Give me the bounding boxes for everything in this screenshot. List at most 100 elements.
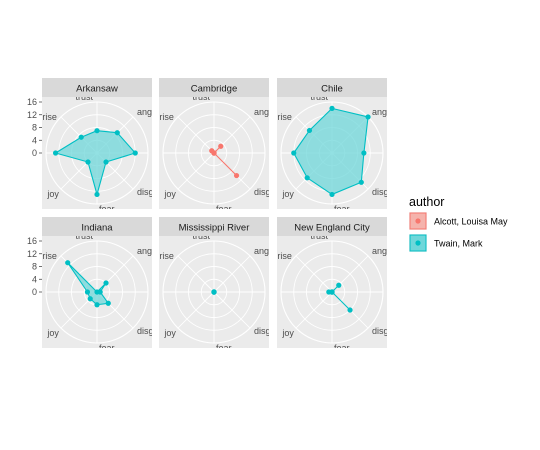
axis-label-fear: fear xyxy=(99,343,115,353)
facet-strip xyxy=(42,78,152,97)
data-point xyxy=(78,134,84,140)
axis-label-trust: trust xyxy=(75,231,93,241)
axis-label-surprise: rprise xyxy=(151,112,174,122)
grid-spoke xyxy=(177,152,215,190)
legend-key-point xyxy=(415,218,421,224)
r-tick-label: 12 xyxy=(27,249,37,259)
grid-spoke xyxy=(295,291,333,329)
data-point xyxy=(132,150,138,156)
panel-body: trustangeranticipadisgufearjoydnessrpris… xyxy=(18,231,160,353)
panel-body: trustangeranticipadisgufearjoydnessrpris… xyxy=(159,231,277,353)
r-tick-label: 0 xyxy=(32,148,37,158)
legend-label: Twain, Mark xyxy=(434,239,483,249)
data-point xyxy=(209,148,215,154)
axis-label-anticipation: anticipa xyxy=(387,148,418,158)
facet-title: Indiana xyxy=(81,223,113,234)
axis-label-fear: fear xyxy=(334,204,350,214)
r-tick-label: 16 xyxy=(27,236,37,246)
axis-label-surprise: rprise xyxy=(269,112,292,122)
axis-label-trust: trust xyxy=(310,231,328,241)
facet-title: New England City xyxy=(294,223,370,234)
data-point xyxy=(94,128,100,134)
panel-body: trustangeranticipadisgufearjoydnessrpris… xyxy=(151,92,276,214)
axis-label-fear: fear xyxy=(216,204,232,214)
data-point xyxy=(358,179,364,185)
data-point xyxy=(306,127,313,134)
axis-label-sadness: dness xyxy=(18,151,43,161)
facet-title: Chile xyxy=(321,84,343,95)
data-point xyxy=(85,159,91,165)
r-tick-label: 8 xyxy=(32,262,37,272)
facet-strip xyxy=(159,217,269,236)
legend-title: author xyxy=(409,195,444,209)
data-point xyxy=(329,289,335,295)
data-point xyxy=(94,302,100,308)
panel-body: trustangeranticipadisgufearjoydnessrpris… xyxy=(277,231,418,348)
axis-label-anticipation: anticipa xyxy=(387,287,418,297)
data-point xyxy=(94,191,100,198)
grid-spoke xyxy=(177,116,215,154)
facet-strip xyxy=(277,78,387,97)
axis-label-anger: anger xyxy=(372,107,395,117)
grid-spoke xyxy=(295,255,333,293)
axis-label-joy: joy xyxy=(163,189,176,199)
axis-label-joy: joy xyxy=(281,328,294,338)
data-point xyxy=(304,175,310,181)
facet-strip xyxy=(42,217,152,236)
axis-label-disgust: disgu xyxy=(372,187,394,197)
legend-label: Alcott, Louisa May xyxy=(434,217,508,227)
grid-spoke xyxy=(213,255,251,293)
data-point xyxy=(97,289,103,295)
axis-label-surprise: rprise xyxy=(34,251,57,261)
axis-label-joy: joy xyxy=(281,189,294,199)
data-point xyxy=(329,105,335,111)
axis-label-trust: trust xyxy=(192,92,210,102)
data-point xyxy=(103,280,109,286)
data-point xyxy=(211,289,217,295)
axis-label-sadness: dness xyxy=(18,290,43,300)
axis-label-anger: anger xyxy=(137,107,160,117)
data-point xyxy=(105,300,111,306)
axis-label-anger: anger xyxy=(254,246,277,256)
data-point xyxy=(65,260,71,266)
axis-label-joy: joy xyxy=(46,189,59,199)
axis-label-joy: joy xyxy=(46,328,59,338)
axis-label-trust: trust xyxy=(75,92,93,102)
grid-spoke xyxy=(177,255,215,293)
axis-label-anger: anger xyxy=(137,246,160,256)
axis-label-surprise: rprise xyxy=(34,112,57,122)
panel-body: trustangeranticipadisgufearjoydnessrpris… xyxy=(18,92,160,209)
axis-label-disgust: disgu xyxy=(137,187,159,197)
axis-label-trust: trust xyxy=(310,92,328,102)
data-point xyxy=(114,130,120,136)
data-point xyxy=(84,289,91,295)
facet-panel-chile: Chiletrustangeranticipadisgufearjoydness… xyxy=(269,78,418,214)
r-tick-label: 0 xyxy=(32,287,37,297)
data-point xyxy=(347,307,353,313)
r-tick-label: 4 xyxy=(32,274,37,284)
data-point xyxy=(365,114,371,120)
facet-title: Mississippi River xyxy=(179,223,250,234)
facet-panel-mississippi-river: Mississippi Rivertrustangeranticipadisgu… xyxy=(159,217,277,353)
data-point xyxy=(361,150,367,156)
facet-panel-arkansaw: Arkansawtrustangeranticipadisgufearjoydn… xyxy=(18,78,160,209)
r-tick-label: 16 xyxy=(27,97,37,107)
axis-label-disgust: disgu xyxy=(137,326,159,336)
data-point xyxy=(336,282,342,288)
axis-label-disgust: disgu xyxy=(254,187,276,197)
data-point xyxy=(218,143,224,149)
axis-label-joy: joy xyxy=(163,328,176,338)
data-point xyxy=(87,296,93,302)
data-point xyxy=(233,172,240,179)
facet-strip xyxy=(277,217,387,236)
panel-body: trustangeranticipadisgufearjoydnessrpris… xyxy=(269,92,418,214)
data-point xyxy=(103,159,109,165)
axis-label-trust: trust xyxy=(192,231,210,241)
grid-spoke xyxy=(213,291,251,329)
legend: author Alcott, Louisa May Twain, Mark xyxy=(409,195,508,252)
facet-strip xyxy=(159,78,269,97)
axis-label-fear: fear xyxy=(216,343,232,353)
data-point xyxy=(291,150,297,156)
